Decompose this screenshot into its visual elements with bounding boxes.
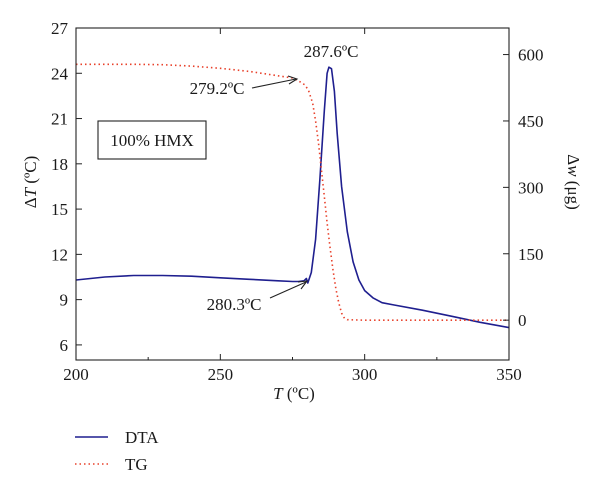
x-axis-title: T (ºC) <box>273 384 315 403</box>
annotation-onset-dta: 280.3ºC <box>207 295 262 314</box>
x-tick-label: 250 <box>208 365 234 384</box>
legend: DTA TG <box>75 428 159 474</box>
y-left-tick-label: 27 <box>51 19 69 38</box>
legend-label-tg: TG <box>125 455 148 474</box>
y-left-axis-title-var: T <box>21 186 40 197</box>
y-right-tick-label: 150 <box>518 245 544 264</box>
series-layer <box>75 63 510 329</box>
y-left-tick-label: 9 <box>60 291 69 310</box>
annotation-peak-dta: 287.6ºC <box>304 42 359 61</box>
series-line-dta <box>75 66 510 329</box>
sample-label-box <box>97 120 207 160</box>
y-right-tick-label: 300 <box>518 178 544 197</box>
x-axis-title-unit: (ºC) <box>283 384 315 403</box>
y-right-axis-title-unit: (μg) <box>564 177 583 210</box>
x-axis-title-var: T <box>273 384 284 403</box>
y-left-tick-label: 6 <box>60 336 69 355</box>
y-right-tick-label: 450 <box>518 112 544 131</box>
y-left-tick-label: 18 <box>51 155 68 174</box>
y-right-tick-label: 0 <box>518 311 527 330</box>
y-right-axis-title-prefix: Δ <box>564 154 583 165</box>
y-right-axis-title: Δw (μg) <box>564 154 583 209</box>
axes-layer: 200 250 300 350 6 9 12 15 18 21 24 27 0 150 300 450 600 <box>51 19 544 384</box>
y-left-axis-title: ΔT (ºC) <box>21 156 40 209</box>
y-left-axis-title-unit: (ºC) <box>21 156 40 188</box>
sample-label: 100% HMX <box>110 131 194 150</box>
y-left-axis-title-prefix: Δ <box>21 197 40 208</box>
y-left-tick-label: 15 <box>51 200 68 219</box>
y-left-tick-label: 12 <box>51 245 68 264</box>
y-left-tick-label: 24 <box>51 64 69 83</box>
x-tick-label: 200 <box>63 365 89 384</box>
legend-label-dta: DTA <box>125 428 159 447</box>
annotation-arrows <box>251 75 309 299</box>
y-right-tick-label: 600 <box>518 46 544 65</box>
x-tick-label: 350 <box>496 365 522 384</box>
x-tick-label: 300 <box>352 365 378 384</box>
y-right-axis-title-var: w <box>564 165 583 177</box>
annotation-onset-tg: 279.2ºC <box>190 79 245 98</box>
y-left-tick-label: 21 <box>51 110 68 129</box>
